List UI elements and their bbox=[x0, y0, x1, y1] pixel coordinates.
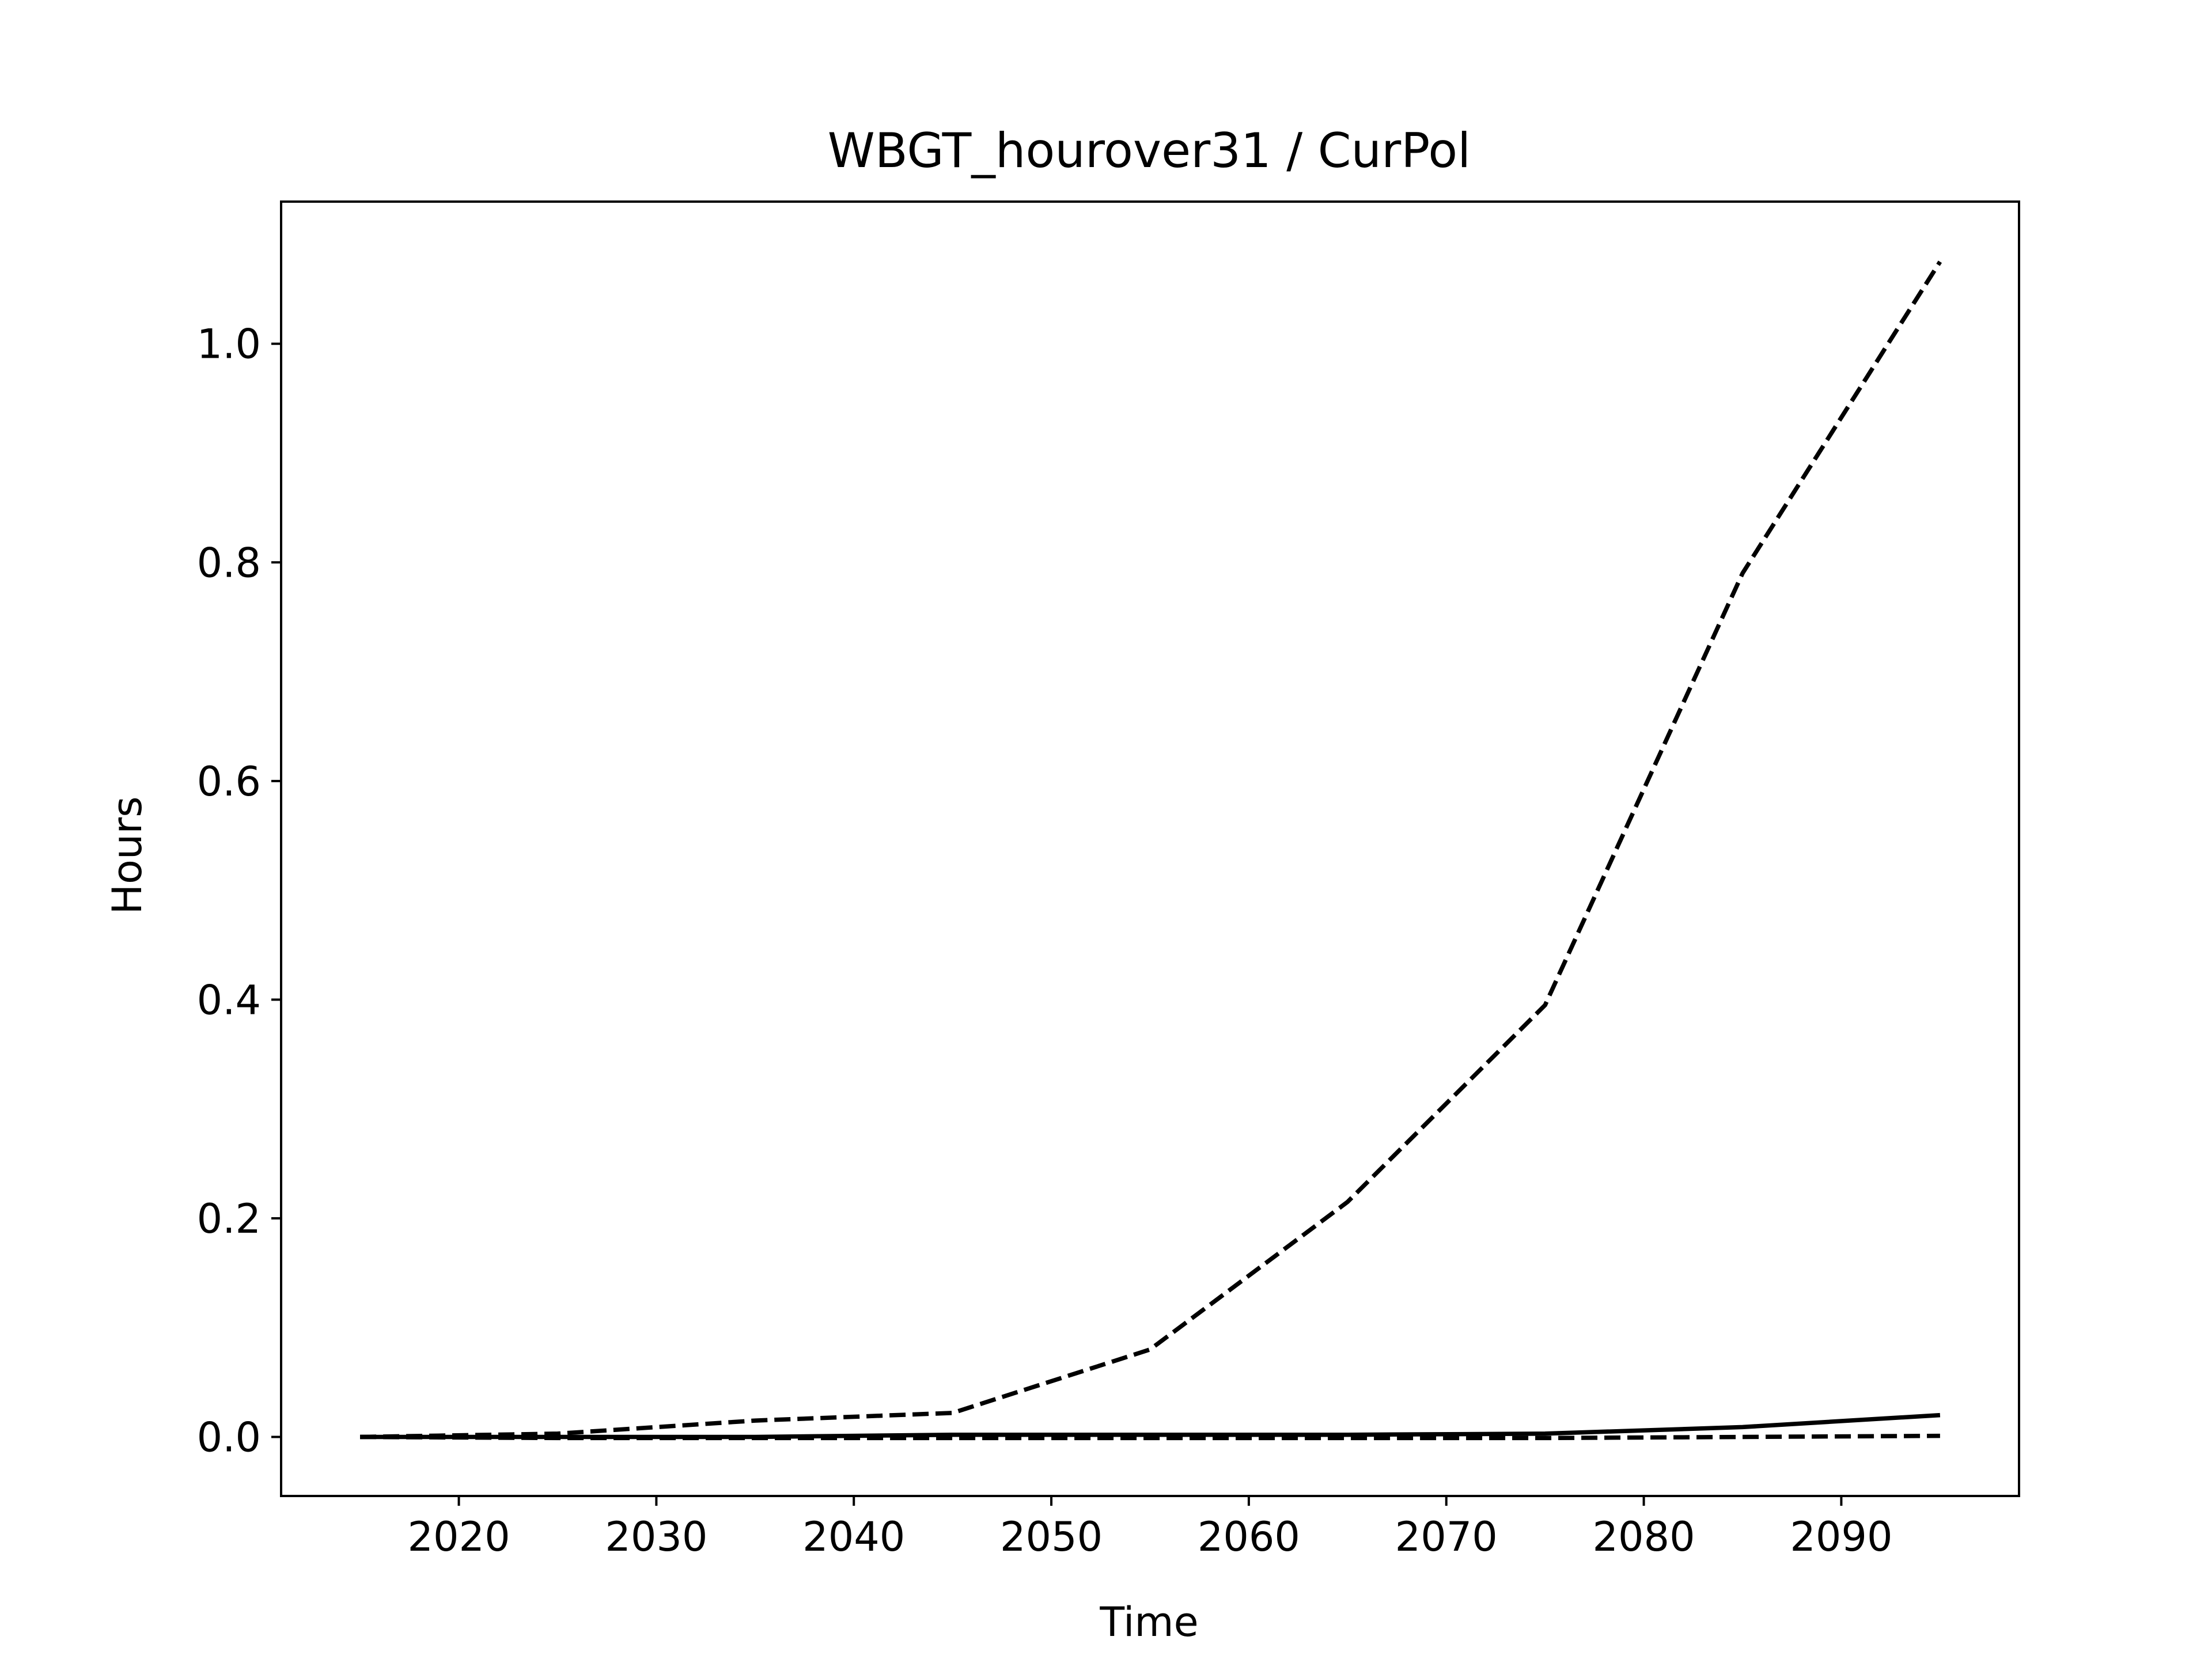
plot-frame bbox=[280, 200, 2020, 1497]
y-tick-label: 0.0 bbox=[197, 1414, 261, 1461]
series-line-1 bbox=[360, 260, 1942, 1440]
y-tick-label: 1.0 bbox=[197, 321, 261, 368]
y-tick-label: 0.8 bbox=[197, 539, 261, 586]
series-layer bbox=[360, 260, 1942, 1441]
x-tick-label: 2040 bbox=[802, 1513, 905, 1560]
x-tick-label: 2060 bbox=[1198, 1513, 1300, 1560]
x-tick-label: 2080 bbox=[1593, 1513, 1695, 1560]
x-tick-label: 2090 bbox=[1790, 1513, 1892, 1560]
x-axis-label: Time bbox=[1099, 1599, 1198, 1646]
chart-title: WBGT_hourover31 / CurPol bbox=[828, 123, 1471, 179]
x-tick-label: 2070 bbox=[1395, 1513, 1498, 1560]
y-tick-label: 0.6 bbox=[197, 758, 261, 805]
y-axis-ticks: 0.0 0.2 0.4 0.6 0.8 1.0 bbox=[197, 321, 281, 1461]
x-tick-label: 2050 bbox=[1000, 1513, 1103, 1560]
series-line-3 bbox=[360, 1433, 1940, 1441]
y-tick-label: 0.4 bbox=[197, 976, 261, 1024]
y-axis-label: Hours bbox=[104, 796, 151, 914]
x-tick-label: 2020 bbox=[407, 1513, 510, 1560]
x-tick-label: 2030 bbox=[605, 1513, 707, 1560]
x-axis-ticks: 2020 2030 2040 2050 2060 2070 2080 2090 bbox=[407, 1496, 1893, 1560]
series-line-2 bbox=[360, 1412, 1941, 1440]
y-tick-label: 0.2 bbox=[197, 1195, 261, 1243]
